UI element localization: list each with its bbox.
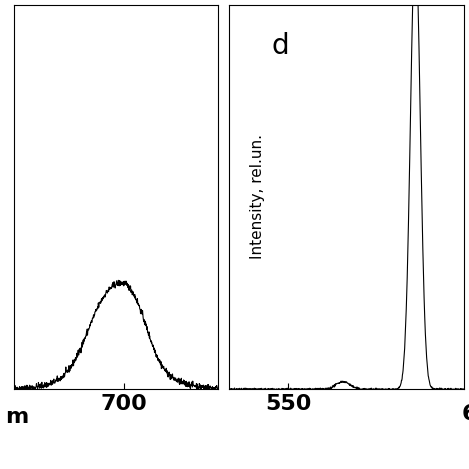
Text: m: m — [5, 407, 28, 427]
Text: 6: 6 — [462, 404, 469, 424]
Text: Intensity, rel.un.: Intensity, rel.un. — [250, 135, 265, 259]
Text: d: d — [272, 31, 289, 60]
